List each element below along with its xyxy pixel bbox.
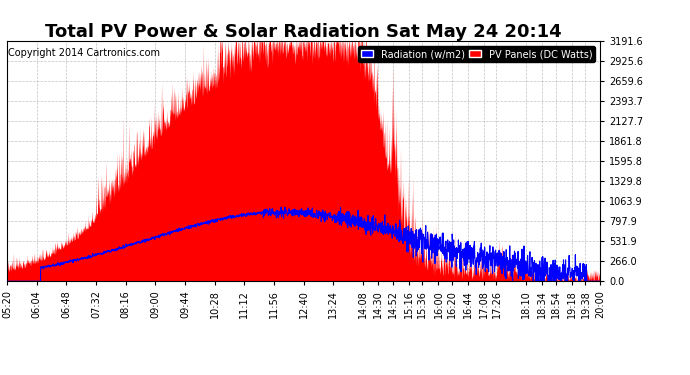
Title: Total PV Power & Solar Radiation Sat May 24 20:14: Total PV Power & Solar Radiation Sat May… bbox=[46, 23, 562, 41]
Text: Copyright 2014 Cartronics.com: Copyright 2014 Cartronics.com bbox=[8, 48, 160, 58]
Legend: Radiation (w/m2), PV Panels (DC Watts): Radiation (w/m2), PV Panels (DC Watts) bbox=[358, 46, 595, 62]
